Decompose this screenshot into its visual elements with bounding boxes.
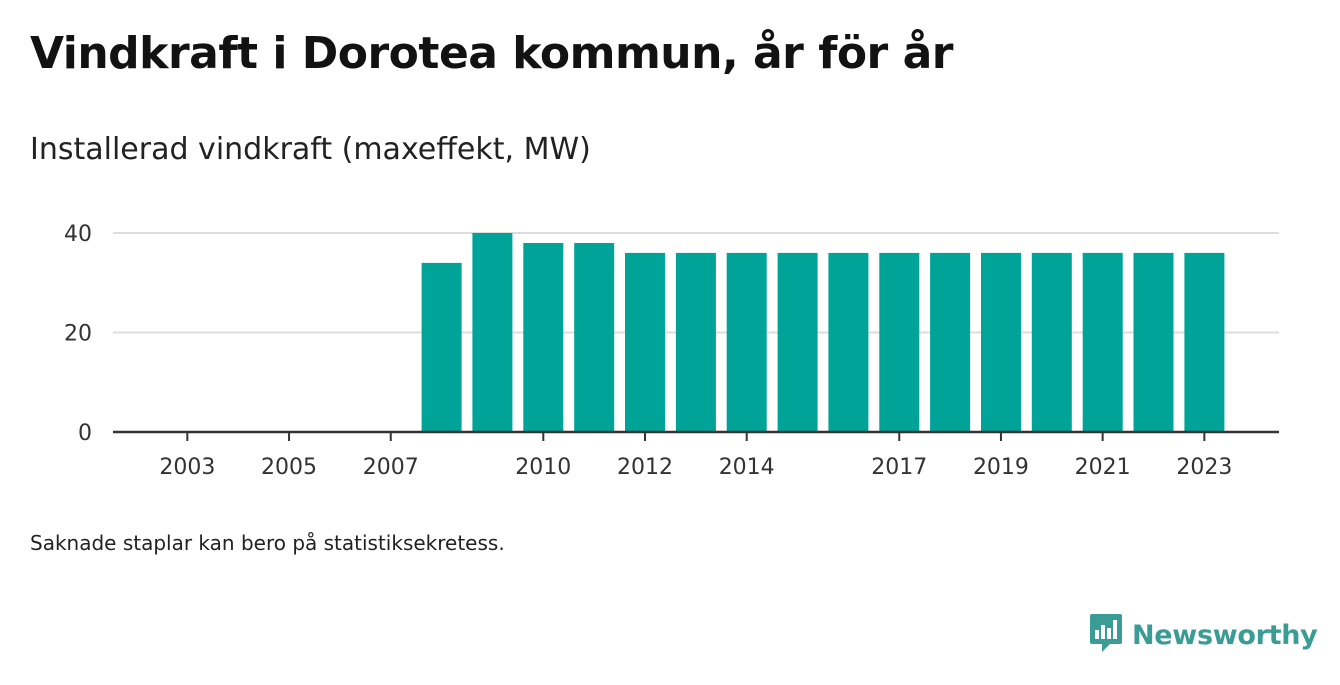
bar-2015[interactable] [777,252,818,432]
bar-2021[interactable] [1082,252,1123,432]
bar-2011[interactable] [574,243,615,432]
x-tick-label: 2017 [871,455,927,480]
bar-2018[interactable] [930,252,971,432]
x-tick-label: 2019 [973,455,1029,480]
x-tick-label: 2007 [363,455,419,480]
bar-2017[interactable] [879,252,920,432]
bar-chart: 2003 2005 2007 2010 2012 2014 2017 2019 2021 2023… [64,222,1279,480]
bar-2019[interactable] [981,252,1021,432]
y-tick-label: 0 [78,421,92,446]
x-tick-labels: 2003 2005 2007 2010 2012 2014 2017 2019 2021 2023 [159,455,1232,480]
bar-2013[interactable] [675,252,716,432]
brand-name: Newsworthy [1132,619,1318,651]
x-tick-label: 2014 [719,455,775,480]
x-tick-label: 2010 [515,455,571,480]
bar-2009[interactable] [472,233,513,432]
y-tick-labels: 0 20 40 [64,222,92,446]
x-tick-label: 2003 [159,455,215,480]
bar-2023[interactable] [1184,252,1225,432]
bar-2010[interactable] [523,243,564,432]
x-tick-label: 2012 [617,455,673,480]
bar-2022[interactable] [1133,252,1174,432]
x-tick-label: 2021 [1075,455,1131,480]
newsworthy-bar-chart-logo-icon [1088,612,1124,658]
x-tick-label: 2005 [261,455,317,480]
brand-logo[interactable]: Newsworthy [1088,612,1318,658]
bar-2014[interactable] [726,252,767,432]
bars [421,233,1225,432]
bar-2016[interactable] [828,252,869,432]
footnote: Saknade staplar kan bero på statistiksek… [30,531,505,555]
y-tick-label: 20 [64,322,92,347]
bar-2008[interactable] [421,262,462,432]
bar-2020[interactable] [1031,252,1072,432]
bar-2012[interactable] [625,252,665,432]
y-tick-label: 40 [64,222,92,247]
x-axis [113,430,1279,441]
chart-subtitle: Installerad vindkraft (maxeffekt, MW) [30,132,591,167]
x-tick-label: 2023 [1176,455,1232,480]
chart-title: Vindkraft i Dorotea kommun, år för år [30,28,953,79]
